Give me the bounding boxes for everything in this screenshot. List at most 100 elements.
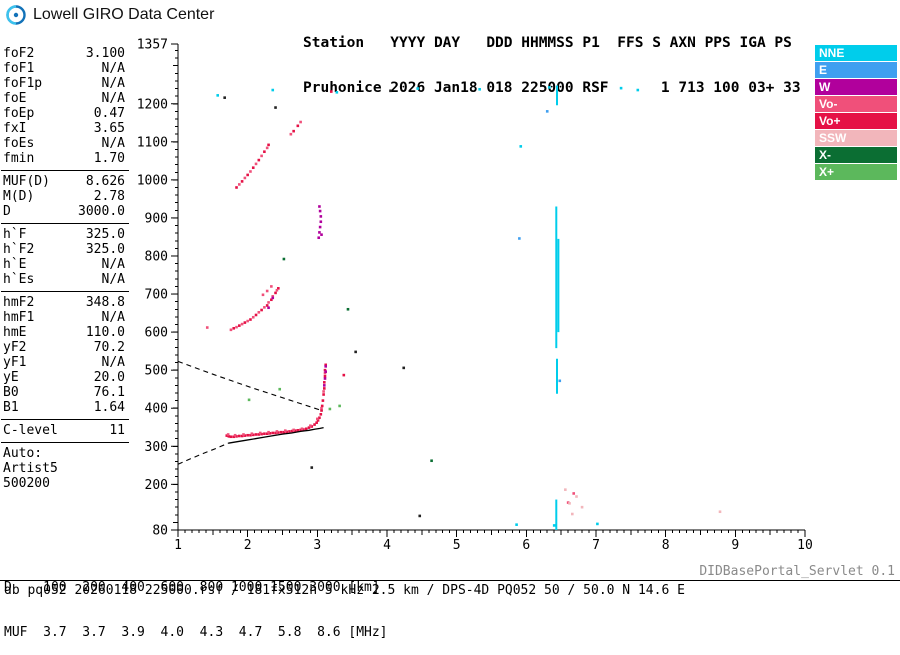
parameter-label: h`Es (3, 272, 35, 287)
parameter-row: fmin 1.70 (3, 151, 125, 166)
parameter-row: yE 20.0 (3, 370, 125, 385)
echo-type-legend: NNE E W Vo- Vo+ SSW X- X+ (815, 45, 897, 181)
parameter-label: fmin (3, 151, 35, 166)
parameter-value: 20.0 (93, 370, 125, 385)
parameter-value: 0.47 (93, 106, 125, 121)
auto-info-line: 500200 (3, 476, 50, 491)
parameter-label: M(D) (3, 189, 35, 204)
station-header-line2: Pruhonice 2026 Jan18 018 225000 RSF 1 71… (303, 80, 801, 96)
station-header: Station YYYY DAY DDD HHMMSS P1 FFS S AXN… (303, 6, 801, 111)
brand-title: Lowell GIRO Data Center (33, 6, 215, 23)
parameter-value: 70.2 (93, 340, 125, 355)
parameter-value: 8.626 (85, 174, 125, 189)
parameter-row: foF2 3.100 (3, 46, 125, 61)
parameter-label: h`F (3, 227, 27, 242)
svg-text:1: 1 (174, 538, 182, 552)
svg-text:700: 700 (145, 288, 168, 303)
parameter-label: foE (3, 91, 27, 106)
parameter-row: C-level 11 (3, 423, 125, 438)
parameter-value: 1.70 (93, 151, 125, 166)
svg-text:80: 80 (152, 524, 168, 539)
svg-text:2: 2 (244, 538, 252, 552)
ionogram-plot: 1 2 3 4 5 6 7 8 9 10 80 200 300 400 500 600 700 800 900 100… (137, 38, 813, 553)
parameter-value: N/A (101, 272, 125, 287)
muf-table: D 100 200 400 600 800 1000 1500 3000 [km… (4, 550, 388, 655)
parameter-row: MUF(D) 8.626 (3, 174, 125, 189)
parameter-row: B0 76.1 (3, 385, 125, 400)
parameter-row: foEp 0.47 (3, 106, 125, 121)
parameter-value: 110.0 (85, 325, 125, 340)
parameter-value: 325.0 (85, 242, 125, 257)
echo-points (205, 86, 722, 527)
db-record-info: db pq052 20260118 225000.rsf / 181fx512h… (4, 583, 685, 598)
svg-text:9: 9 (731, 538, 739, 552)
parameter-label: yE (3, 370, 19, 385)
servlet-version: DIDBasePortal_Servlet 0.1 (699, 564, 895, 579)
parameter-label: B0 (3, 385, 19, 400)
parameter-row: foEs N/A (3, 136, 125, 151)
parameter-label: C-level (3, 423, 58, 438)
svg-text:900: 900 (145, 211, 168, 226)
auto-info-line: Artist5 (3, 461, 58, 476)
svg-text:600: 600 (145, 326, 168, 341)
legend-item-e: E (815, 62, 897, 78)
parameter-label: MUF(D) (3, 174, 50, 189)
parameter-label: foF2 (3, 46, 35, 61)
parameter-row: M(D) 2.78 (3, 189, 125, 204)
parameter-label: yF1 (3, 355, 27, 370)
parameter-row: hmF1 N/A (3, 310, 125, 325)
svg-text:1100: 1100 (137, 135, 168, 150)
legend-item-ssw: SSW (815, 130, 897, 146)
parameter-label: h`F2 (3, 242, 35, 257)
parameter-label: fxI (3, 121, 27, 136)
muf-row: MUF 3.7 3.7 3.9 4.0 4.3 4.7 5.8 8.6 [MHz… (4, 625, 388, 640)
parameter-label: hmF1 (3, 310, 35, 325)
legend-item-vo: Vo- (815, 96, 897, 112)
parameter-value: N/A (101, 310, 125, 325)
parameter-label: D (3, 204, 11, 219)
parameter-label: hmF2 (3, 295, 35, 310)
true-height-profile (177, 360, 324, 465)
svg-text:3: 3 (313, 538, 321, 552)
parameter-value: 11 (109, 423, 125, 438)
parameter-value: 1.64 (93, 400, 125, 415)
parameter-label: B1 (3, 400, 19, 415)
parameter-label: yF2 (3, 340, 27, 355)
svg-text:10: 10 (797, 538, 813, 552)
legend-item-x: X- (815, 147, 897, 163)
parameter-panel: foF2 3.100 foF1 N/A foF1p N/A foE N/A foEp 0.47 fx… (1, 46, 129, 491)
parameter-row: h`E N/A (3, 257, 125, 272)
legend-item-vo: Vo+ (815, 113, 897, 129)
parameter-row: foF1p N/A (3, 76, 125, 91)
parameter-row: h`F 325.0 (3, 227, 125, 242)
svg-text:8: 8 (662, 538, 670, 552)
parameter-label: foEp (3, 106, 35, 121)
svg-text:300: 300 (145, 440, 168, 455)
brand: Lowell GIRO Data Center (5, 4, 214, 26)
parameter-value: 2.78 (93, 189, 125, 204)
parameter-label: h`E (3, 257, 27, 272)
axes: 1 2 3 4 5 6 7 8 9 10 80 200 300 400 500 600 700 800 900 100… (137, 38, 813, 553)
parameter-row: fxI 3.65 (3, 121, 125, 136)
parameter-value: N/A (101, 61, 125, 76)
parameter-value: N/A (101, 76, 125, 91)
parameter-row: yF2 70.2 (3, 340, 125, 355)
svg-text:1200: 1200 (137, 97, 168, 112)
parameter-row: foF1 N/A (3, 61, 125, 76)
panel-divider (1, 223, 129, 224)
parameter-row: hmF2 348.8 (3, 295, 125, 310)
parameter-value: N/A (101, 136, 125, 151)
parameter-row: h`Es N/A (3, 272, 125, 287)
parameter-row: yF1 N/A (3, 355, 125, 370)
svg-text:5: 5 (453, 538, 461, 552)
svg-text:7: 7 (592, 538, 600, 552)
legend-item-w: W (815, 79, 897, 95)
legend-item-nne: NNE (815, 45, 897, 61)
parameter-value: 76.1 (93, 385, 125, 400)
vertical-echo-lines (555, 85, 560, 530)
parameter-row: foE N/A (3, 91, 125, 106)
legend-item-x: X+ (815, 164, 897, 180)
parameter-value: 3.100 (85, 46, 125, 61)
svg-text:800: 800 (145, 249, 168, 264)
panel-divider (1, 442, 129, 443)
